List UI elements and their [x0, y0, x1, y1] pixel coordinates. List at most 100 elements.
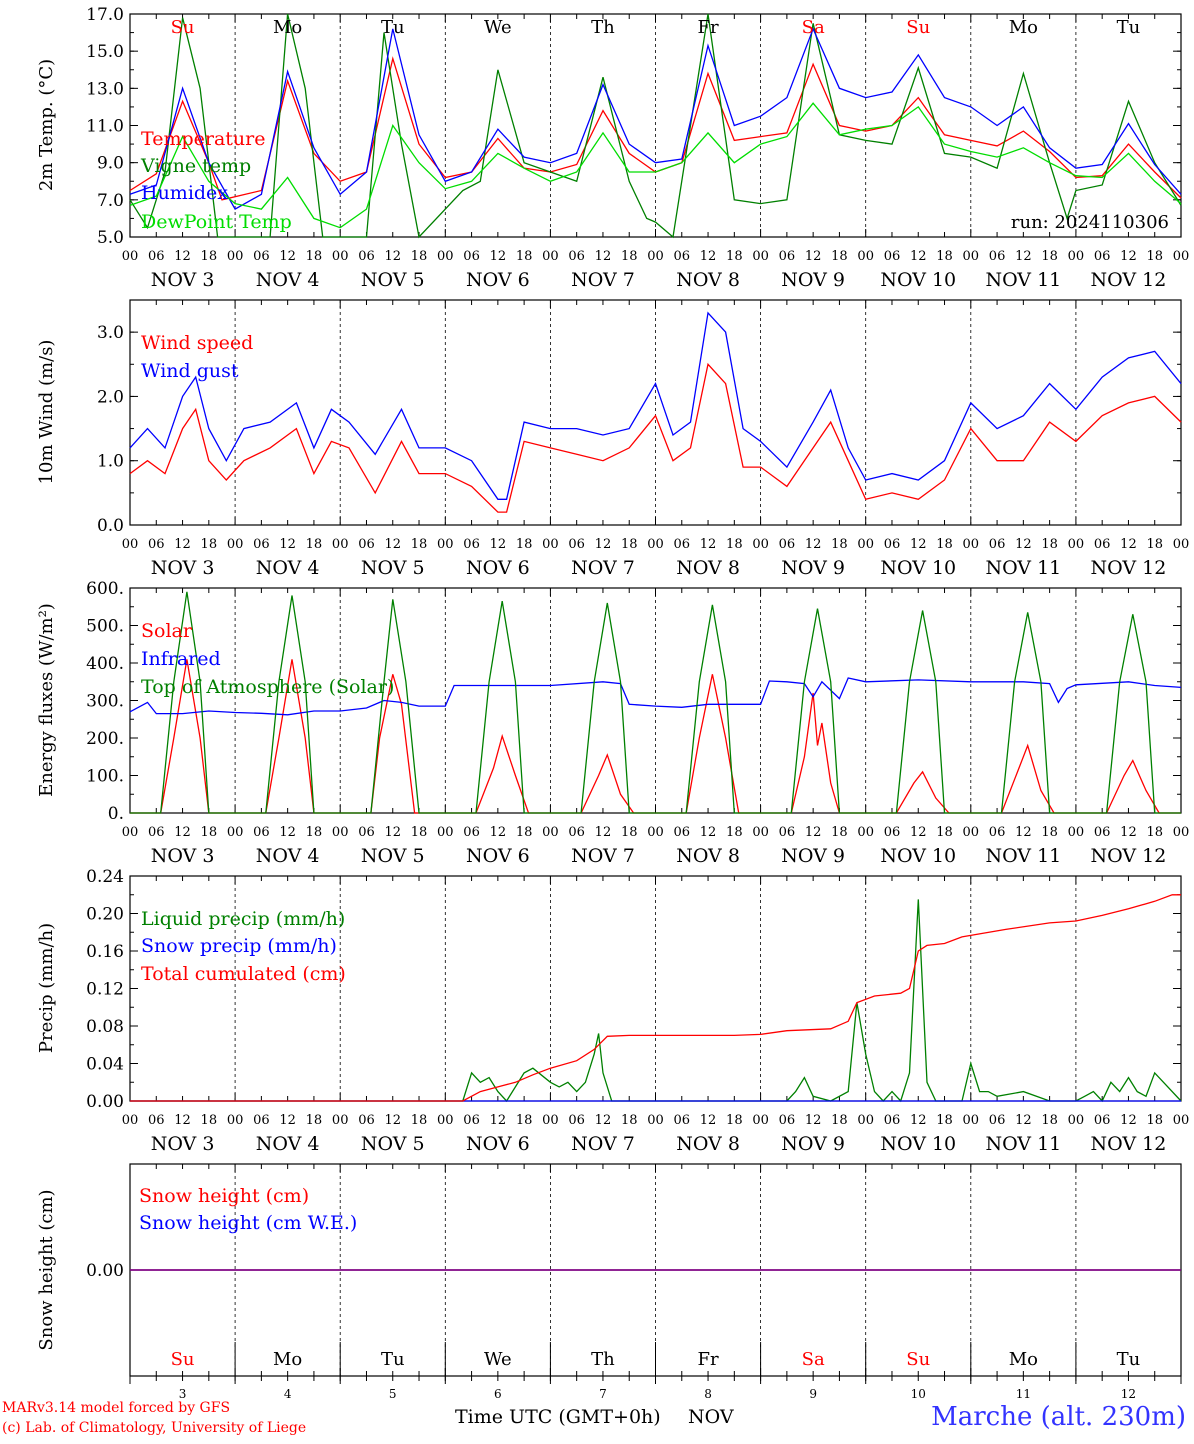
date-label: NOV 8: [676, 845, 740, 867]
hour-tick-label: 00: [437, 1113, 454, 1128]
hour-tick-label: 18: [516, 1113, 533, 1128]
hour-tick-label: 12: [490, 537, 507, 552]
hour-tick-label: 00: [647, 825, 664, 840]
y-tick-label: 11.0: [86, 117, 124, 137]
y-tick-label: 0.00: [86, 1261, 124, 1281]
date-label: NOV 6: [466, 269, 530, 291]
hour-tick-label: 12: [279, 825, 296, 840]
hour-tick-label: 12: [1015, 825, 1032, 840]
hour-tick-label: 06: [253, 1113, 270, 1128]
hour-tick-label: 06: [463, 825, 480, 840]
hour-tick-label: 00: [227, 825, 244, 840]
y-tick-label: 100.: [86, 767, 124, 787]
hour-tick-label: 12: [1120, 249, 1137, 264]
date-label: NOV 9: [781, 557, 845, 579]
series-line: [129, 13, 1182, 239]
date-label: NOV 11: [985, 269, 1061, 291]
date-label: NOV 12: [1091, 1133, 1167, 1155]
hour-tick-label: 12: [1015, 1113, 1032, 1128]
day-number: 9: [809, 1387, 817, 1401]
hour-tick-label: 06: [253, 249, 270, 264]
legend-entry: Wind gust: [141, 360, 239, 382]
hour-tick-label: 12: [700, 249, 717, 264]
hour-tick-label: 00: [1173, 537, 1190, 552]
y-tick-label: 5.0: [97, 228, 124, 248]
hour-tick-label: 00: [857, 537, 874, 552]
hour-tick-label: 06: [674, 249, 691, 264]
y-tick-label: 2.0: [97, 387, 124, 407]
hour-tick-label: 00: [227, 1113, 244, 1128]
hour-tick-label: 18: [411, 249, 428, 264]
y-tick-label: 500.: [86, 617, 124, 637]
hour-tick-label: 06: [674, 537, 691, 552]
legend-entry: Vigne temp: [140, 155, 251, 177]
hour-tick-label: 00: [963, 249, 980, 264]
date-label: NOV 7: [571, 845, 635, 867]
panel-frame: [129, 299, 1182, 526]
day-number: 3: [179, 1387, 187, 1401]
hour-tick-label: 12: [490, 1113, 507, 1128]
hour-tick-label: 18: [936, 537, 953, 552]
hour-tick-label: 00: [227, 249, 244, 264]
day-label: Mo: [1009, 17, 1038, 38]
bottom-day-label: Th: [591, 1349, 615, 1370]
hour-tick-label: 12: [805, 249, 822, 264]
hour-tick-label: 12: [700, 825, 717, 840]
legend-entry: DewPoint Temp: [141, 211, 292, 233]
hour-tick-label: 18: [411, 537, 428, 552]
hour-tick-label: 00: [542, 249, 559, 264]
hour-tick-label: 00: [1068, 537, 1085, 552]
hour-tick-label: 18: [936, 249, 953, 264]
date-label: NOV 3: [151, 845, 215, 867]
hour-tick-label: 12: [805, 825, 822, 840]
hour-tick-label: 18: [621, 537, 638, 552]
hour-tick-label: 18: [201, 1113, 218, 1128]
legend-entry: Snow height (cm W.E.): [139, 1212, 357, 1234]
hour-tick-label: 06: [148, 537, 165, 552]
y-tick-label: 9.0: [97, 154, 124, 174]
hour-tick-label: 06: [1094, 537, 1111, 552]
y-axis-label: Precip (mm/h): [36, 923, 57, 1053]
hour-tick-label: 06: [674, 825, 691, 840]
hour-tick-label: 12: [384, 537, 401, 552]
hour-tick-label: 06: [989, 537, 1006, 552]
hour-tick-label: 00: [542, 825, 559, 840]
y-tick-label: 600.: [86, 579, 124, 599]
hour-tick-label: 18: [516, 825, 533, 840]
date-label: NOV 8: [676, 1133, 740, 1155]
hour-tick-label: 18: [411, 1113, 428, 1128]
hour-tick-label: 06: [989, 1113, 1006, 1128]
hour-tick-label: 12: [174, 249, 191, 264]
hour-tick-label: 00: [122, 1113, 139, 1128]
hour-tick-label: 00: [1173, 825, 1190, 840]
day-number: 5: [389, 1387, 397, 1401]
hour-tick-label: 06: [253, 825, 270, 840]
hour-tick-label: 00: [122, 825, 139, 840]
hour-tick-label: 06: [884, 249, 901, 264]
station-title: Marche (alt. 230m): [931, 1402, 1186, 1432]
day-number: 10: [911, 1387, 926, 1401]
hour-tick-label: 12: [910, 825, 927, 840]
hour-tick-label: 12: [1015, 249, 1032, 264]
x-axis-label: Time UTC (GMT+0h): [455, 1406, 661, 1428]
y-tick-label: 200.: [86, 729, 124, 749]
hour-tick-label: 00: [963, 1113, 980, 1128]
hour-tick-label: 06: [463, 1113, 480, 1128]
hour-tick-label: 18: [411, 825, 428, 840]
hour-tick-label: 12: [910, 537, 927, 552]
series-line: [130, 894, 1181, 1102]
hour-tick-label: 12: [1015, 537, 1032, 552]
series-line: [129, 27, 1182, 210]
date-label: NOV 4: [256, 557, 320, 579]
hour-tick-label: 18: [306, 1113, 323, 1128]
bottom-day-label: Tu: [381, 1349, 405, 1370]
date-label: NOV 9: [781, 845, 845, 867]
hour-tick-label: 18: [201, 249, 218, 264]
day-label: Mo: [273, 17, 302, 38]
y-tick-label: 0.00: [86, 1092, 124, 1112]
hour-tick-label: 06: [1094, 825, 1111, 840]
hour-tick-label: 06: [779, 537, 796, 552]
hour-tick-label: 00: [647, 249, 664, 264]
hour-tick-label: 00: [1173, 249, 1190, 264]
hour-tick-label: 06: [568, 1113, 585, 1128]
